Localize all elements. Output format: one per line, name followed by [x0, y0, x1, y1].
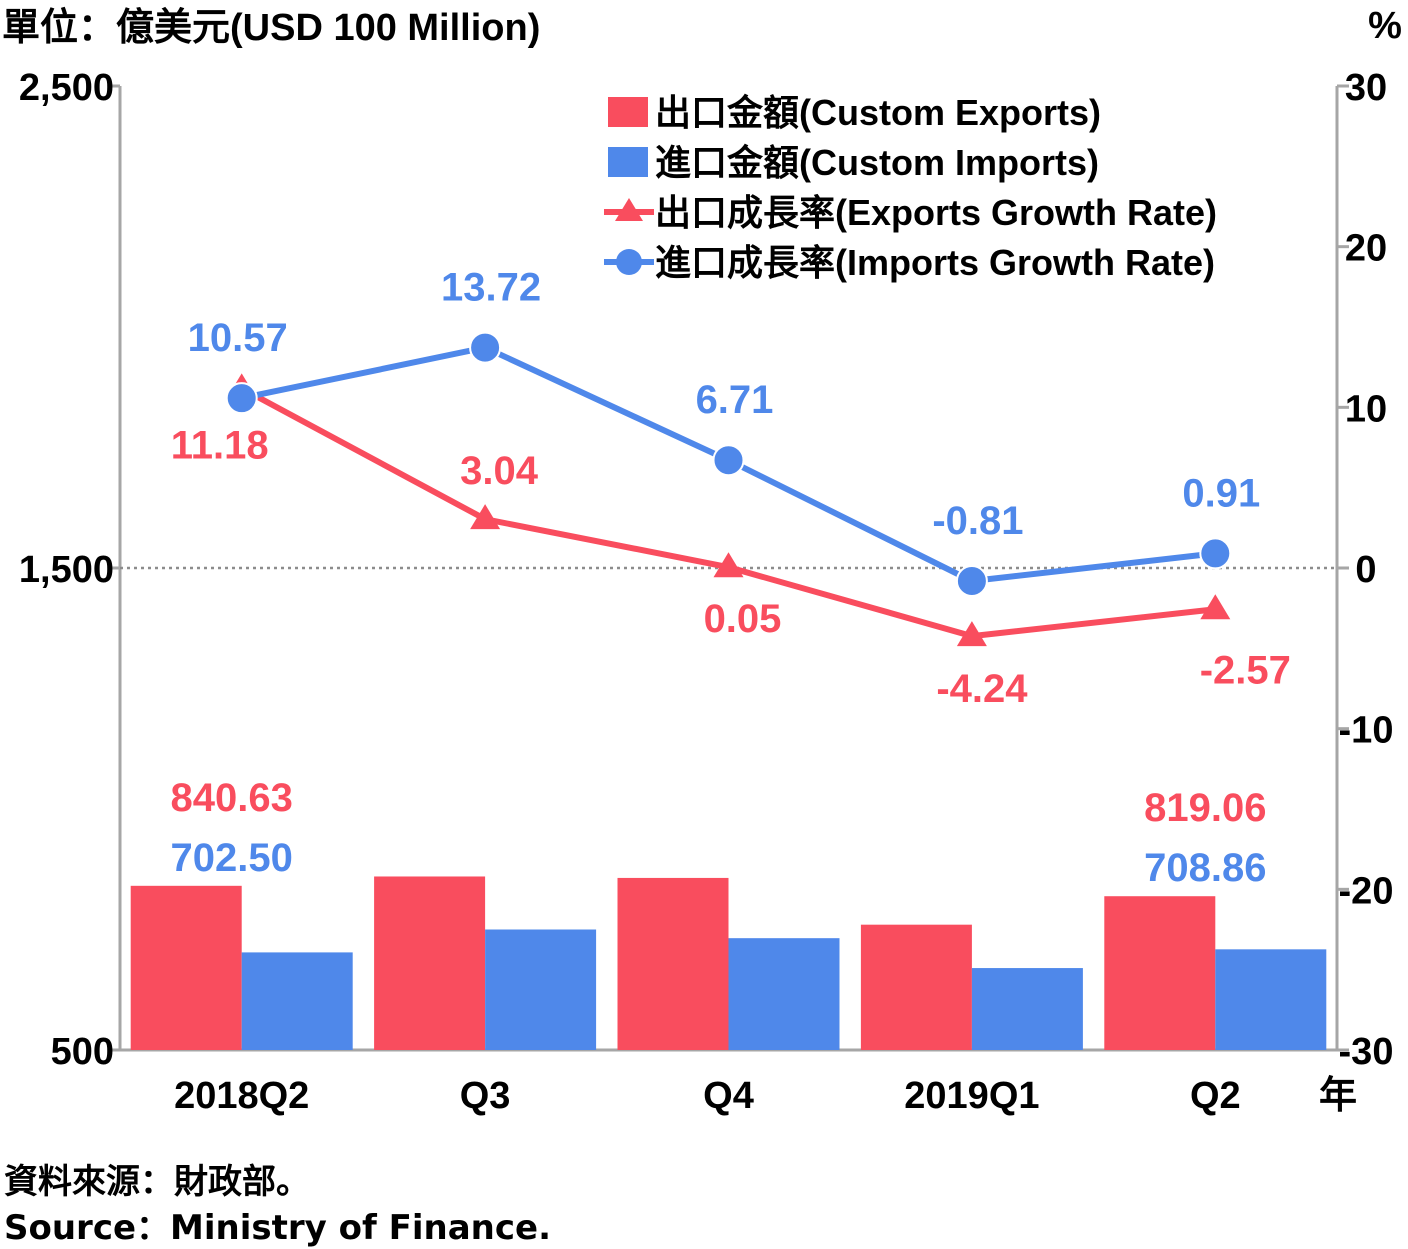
export-bar [1104, 896, 1216, 1050]
right-axis-tick-label: 30 [1345, 67, 1387, 109]
exports-growth-label: -2.57 [1200, 648, 1291, 692]
legend-circle-marker [616, 249, 642, 275]
imports-growth-point [955, 565, 988, 598]
left-axis-tick-label: 500 [51, 1031, 114, 1073]
imports-growth-label: -0.81 [932, 499, 1023, 543]
exports-growth-label: 0.05 [704, 597, 782, 641]
source-chinese: 資料來源：財政部。 [4, 1162, 310, 1202]
legend-triangle-marker [615, 198, 643, 221]
export-bar [860, 924, 972, 1050]
right-axis-tick-label: -20 [1339, 870, 1394, 912]
right-axis-tick-label: -10 [1339, 710, 1394, 752]
import-bar [241, 952, 353, 1050]
imports-growth-point [1199, 537, 1232, 570]
right-axis-tick-label: 20 [1345, 228, 1387, 270]
right-axis-unit: % [1368, 5, 1402, 47]
export-bar [130, 885, 242, 1050]
lines-layer [225, 331, 1232, 647]
legend-label: 出口成長率(Exports Growth Rate) [655, 192, 1217, 233]
x-tick-label: 2019Q1 [904, 1075, 1039, 1117]
x-unit-label: 年 [1319, 1075, 1357, 1117]
bars-layer [130, 876, 1327, 1050]
axes: 2,500 1,500 500 30 20 10 0 -10 -20 -30 2018Q2 Q3 Q4 2… [19, 67, 1394, 1117]
x-tick-label: Q4 [703, 1075, 754, 1117]
exports-growth-label: 3.04 [460, 449, 539, 493]
export-bar-label: 840.63 [171, 776, 293, 820]
imports-growth-point [712, 444, 745, 477]
chart-area: 單位：億美元(USD 100 Million) % 2,500 1,500 500 3… [2, 5, 1402, 1117]
imports-growth-label: 0.91 [1182, 471, 1260, 515]
import-bar [971, 968, 1083, 1050]
right-axis-tick-label: -30 [1339, 1031, 1394, 1073]
left-axis-tick-label: 1,500 [19, 549, 114, 591]
exports-growth-point [1200, 594, 1231, 620]
legend-import-swatch [608, 147, 648, 177]
import-bar [728, 938, 840, 1050]
legend: 出口金額(Custom Exports) 進口金額(Custom Imports)… [604, 92, 1217, 283]
imports-growth-point [225, 382, 258, 415]
x-tick-label: 2018Q2 [174, 1075, 309, 1117]
x-tick-label: Q3 [460, 1075, 511, 1117]
export-bar-label: 819.06 [1144, 786, 1266, 830]
exports-growth-point [713, 552, 744, 578]
import-bar [485, 929, 597, 1050]
exports-growth-label: -4.24 [936, 667, 1028, 711]
export-bar [617, 877, 729, 1050]
data-labels-layer: 840.63 702.50 819.06 708.86 11.18 3.04 0.05 -4.… [171, 266, 1291, 891]
legend-label: 進口金額(Custom Imports) [655, 142, 1099, 183]
x-tick-label: Q2 [1190, 1075, 1241, 1117]
legend-label: 出口金額(Custom Exports) [655, 92, 1101, 133]
import-bar-label: 702.50 [171, 836, 293, 880]
left-axis-tick-label: 2,500 [19, 67, 114, 109]
right-axis-tick-label: 0 [1355, 549, 1376, 591]
exports-growth-point [956, 621, 987, 647]
legend-label: 進口成長率(Imports Growth Rate) [655, 242, 1215, 283]
legend-export-swatch [608, 97, 648, 127]
exports-growth-label: 11.18 [171, 423, 269, 467]
left-axis-unit: 單位：億美元(USD 100 Million) [2, 7, 540, 49]
import-bar [1215, 949, 1327, 1050]
imports-growth-point [469, 331, 502, 364]
source-english: Source：Ministry of Finance. [4, 1208, 551, 1248]
exports-growth-point [470, 504, 501, 530]
export-bar [374, 876, 486, 1050]
import-bar-label: 708.86 [1144, 846, 1266, 890]
imports-growth-label: 13.72 [441, 266, 541, 310]
imports-growth-label: 10.57 [188, 316, 288, 360]
right-axis-tick-label: 10 [1345, 388, 1387, 430]
imports-growth-label: 6.71 [696, 378, 774, 422]
